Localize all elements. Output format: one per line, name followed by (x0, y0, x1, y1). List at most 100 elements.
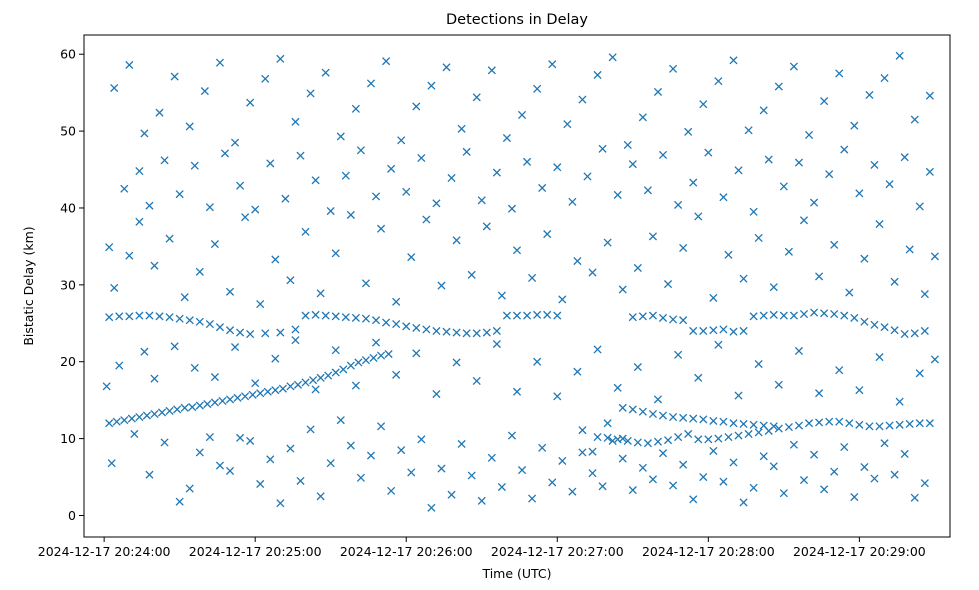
data-point-marker (850, 313, 859, 322)
data-point-marker (638, 312, 647, 321)
data-point-marker (774, 82, 783, 91)
data-point-marker (185, 484, 194, 493)
data-point-marker (719, 193, 728, 202)
data-point-marker (658, 150, 668, 159)
data-point-marker (628, 160, 637, 169)
data-point-marker (210, 240, 219, 249)
data-point-marker (578, 426, 587, 435)
data-point-marker (729, 56, 738, 65)
data-point-marker (699, 415, 708, 424)
data-point-marker (558, 456, 567, 465)
data-point-marker (815, 389, 824, 398)
data-point-marker (457, 439, 466, 449)
data-point-marker (291, 336, 300, 345)
data-point-marker (729, 327, 738, 336)
data-point-marker (376, 351, 386, 360)
data-point-marker (684, 127, 693, 136)
data-point-marker (142, 411, 151, 420)
data-point-marker (102, 382, 111, 391)
data-point-marker (779, 489, 788, 498)
data-point-marker (248, 390, 257, 399)
data-point-marker (492, 339, 501, 349)
data-point-marker (256, 389, 265, 398)
data-point-marker (724, 433, 733, 442)
data-point-marker (709, 416, 718, 425)
data-point-marker (135, 167, 144, 176)
data-point-marker (145, 470, 154, 479)
data-point-marker (850, 121, 859, 130)
data-point-marker (648, 475, 658, 484)
data-point-marker (633, 363, 642, 372)
data-point-marker (376, 224, 386, 233)
data-point-marker (492, 168, 501, 177)
data-point-marker (880, 73, 889, 83)
data-point-marker (296, 476, 305, 485)
data-point-marker (809, 450, 819, 459)
data-point-marker (140, 129, 149, 138)
data-point-marker (175, 314, 184, 323)
data-point-marker (709, 326, 718, 335)
chart-title: Detections in Delay (446, 12, 588, 28)
data-point-marker (638, 113, 647, 122)
data-point-marker (236, 328, 245, 337)
data-point-marker (895, 420, 904, 429)
data-point-marker (714, 77, 723, 86)
data-point-marker (754, 233, 763, 243)
data-point-marker (190, 161, 199, 170)
data-point-marker (301, 311, 310, 320)
data-point-marker (145, 311, 154, 320)
data-point-marker (175, 497, 184, 506)
data-point-marker (507, 431, 517, 440)
data-point-marker (870, 320, 879, 329)
data-point-marker (487, 453, 496, 462)
data-point-marker (875, 220, 884, 229)
data-point-marker (477, 196, 486, 205)
data-point-marker (910, 329, 919, 338)
data-point-marker (774, 424, 783, 433)
data-point-marker (160, 438, 169, 447)
y-tick-label: 20 (60, 354, 76, 369)
data-point-marker (165, 234, 174, 243)
x-axis-label: Time (UTC) (481, 566, 551, 581)
data-point-marker (281, 194, 290, 203)
data-point-marker (150, 374, 159, 383)
data-point-marker (507, 204, 517, 213)
data-point-marker (175, 190, 184, 199)
data-point-marker (120, 416, 129, 425)
data-point-marker (517, 110, 527, 120)
data-point-marker (613, 435, 622, 444)
data-point-marker (875, 422, 884, 431)
data-point-marker (764, 155, 773, 164)
data-point-marker (588, 268, 597, 277)
data-point-marker (392, 370, 401, 379)
data-point-marker (628, 486, 637, 495)
data-point-marker (613, 190, 622, 199)
data-point-marker (236, 181, 245, 190)
data-point-marker (769, 283, 778, 292)
data-point-marker (749, 483, 758, 492)
data-point-marker (820, 309, 829, 318)
data-point-marker (157, 408, 167, 417)
data-point-marker (618, 285, 627, 294)
data-point-marker (588, 447, 597, 456)
data-point-marker (860, 462, 869, 472)
data-point-marker (905, 419, 914, 429)
data-point-marker (719, 325, 728, 334)
data-point-marker (341, 313, 350, 322)
data-point-marker (170, 72, 179, 81)
data-point-marker (180, 293, 189, 302)
data-point-marker (915, 369, 924, 378)
data-point-marker (789, 311, 798, 320)
data-point-marker (432, 389, 441, 399)
data-point-marker (533, 84, 542, 93)
data-point-marker (256, 479, 265, 489)
data-point-marker (371, 316, 381, 325)
data-point-marker (759, 452, 768, 461)
data-point-marker (447, 490, 456, 499)
data-point-marker (220, 149, 230, 158)
data-point-marker (387, 486, 396, 495)
data-point-marker (669, 481, 678, 490)
data-point-marker (794, 421, 804, 430)
data-point-marker (719, 417, 728, 426)
